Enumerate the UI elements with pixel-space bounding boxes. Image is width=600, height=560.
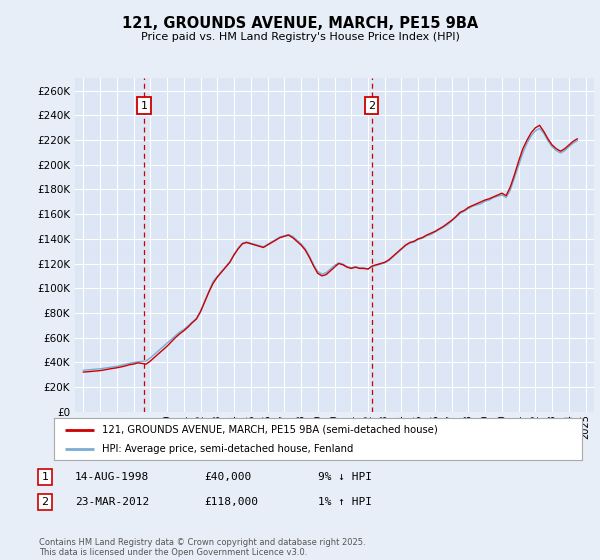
Text: 1: 1 bbox=[41, 472, 49, 482]
Text: HPI: Average price, semi-detached house, Fenland: HPI: Average price, semi-detached house,… bbox=[101, 444, 353, 454]
Text: £40,000: £40,000 bbox=[204, 472, 251, 482]
Text: 14-AUG-1998: 14-AUG-1998 bbox=[75, 472, 149, 482]
Text: 121, GROUNDS AVENUE, MARCH, PE15 9BA: 121, GROUNDS AVENUE, MARCH, PE15 9BA bbox=[122, 16, 478, 31]
Text: 2: 2 bbox=[41, 497, 49, 507]
Text: £118,000: £118,000 bbox=[204, 497, 258, 507]
Text: 9% ↓ HPI: 9% ↓ HPI bbox=[318, 472, 372, 482]
Text: Price paid vs. HM Land Registry's House Price Index (HPI): Price paid vs. HM Land Registry's House … bbox=[140, 32, 460, 43]
Text: 1% ↑ HPI: 1% ↑ HPI bbox=[318, 497, 372, 507]
Text: 1: 1 bbox=[140, 101, 148, 110]
Text: 23-MAR-2012: 23-MAR-2012 bbox=[75, 497, 149, 507]
Text: 121, GROUNDS AVENUE, MARCH, PE15 9BA (semi-detached house): 121, GROUNDS AVENUE, MARCH, PE15 9BA (se… bbox=[101, 424, 437, 435]
Text: Contains HM Land Registry data © Crown copyright and database right 2025.
This d: Contains HM Land Registry data © Crown c… bbox=[39, 538, 365, 557]
Text: 2: 2 bbox=[368, 101, 375, 110]
